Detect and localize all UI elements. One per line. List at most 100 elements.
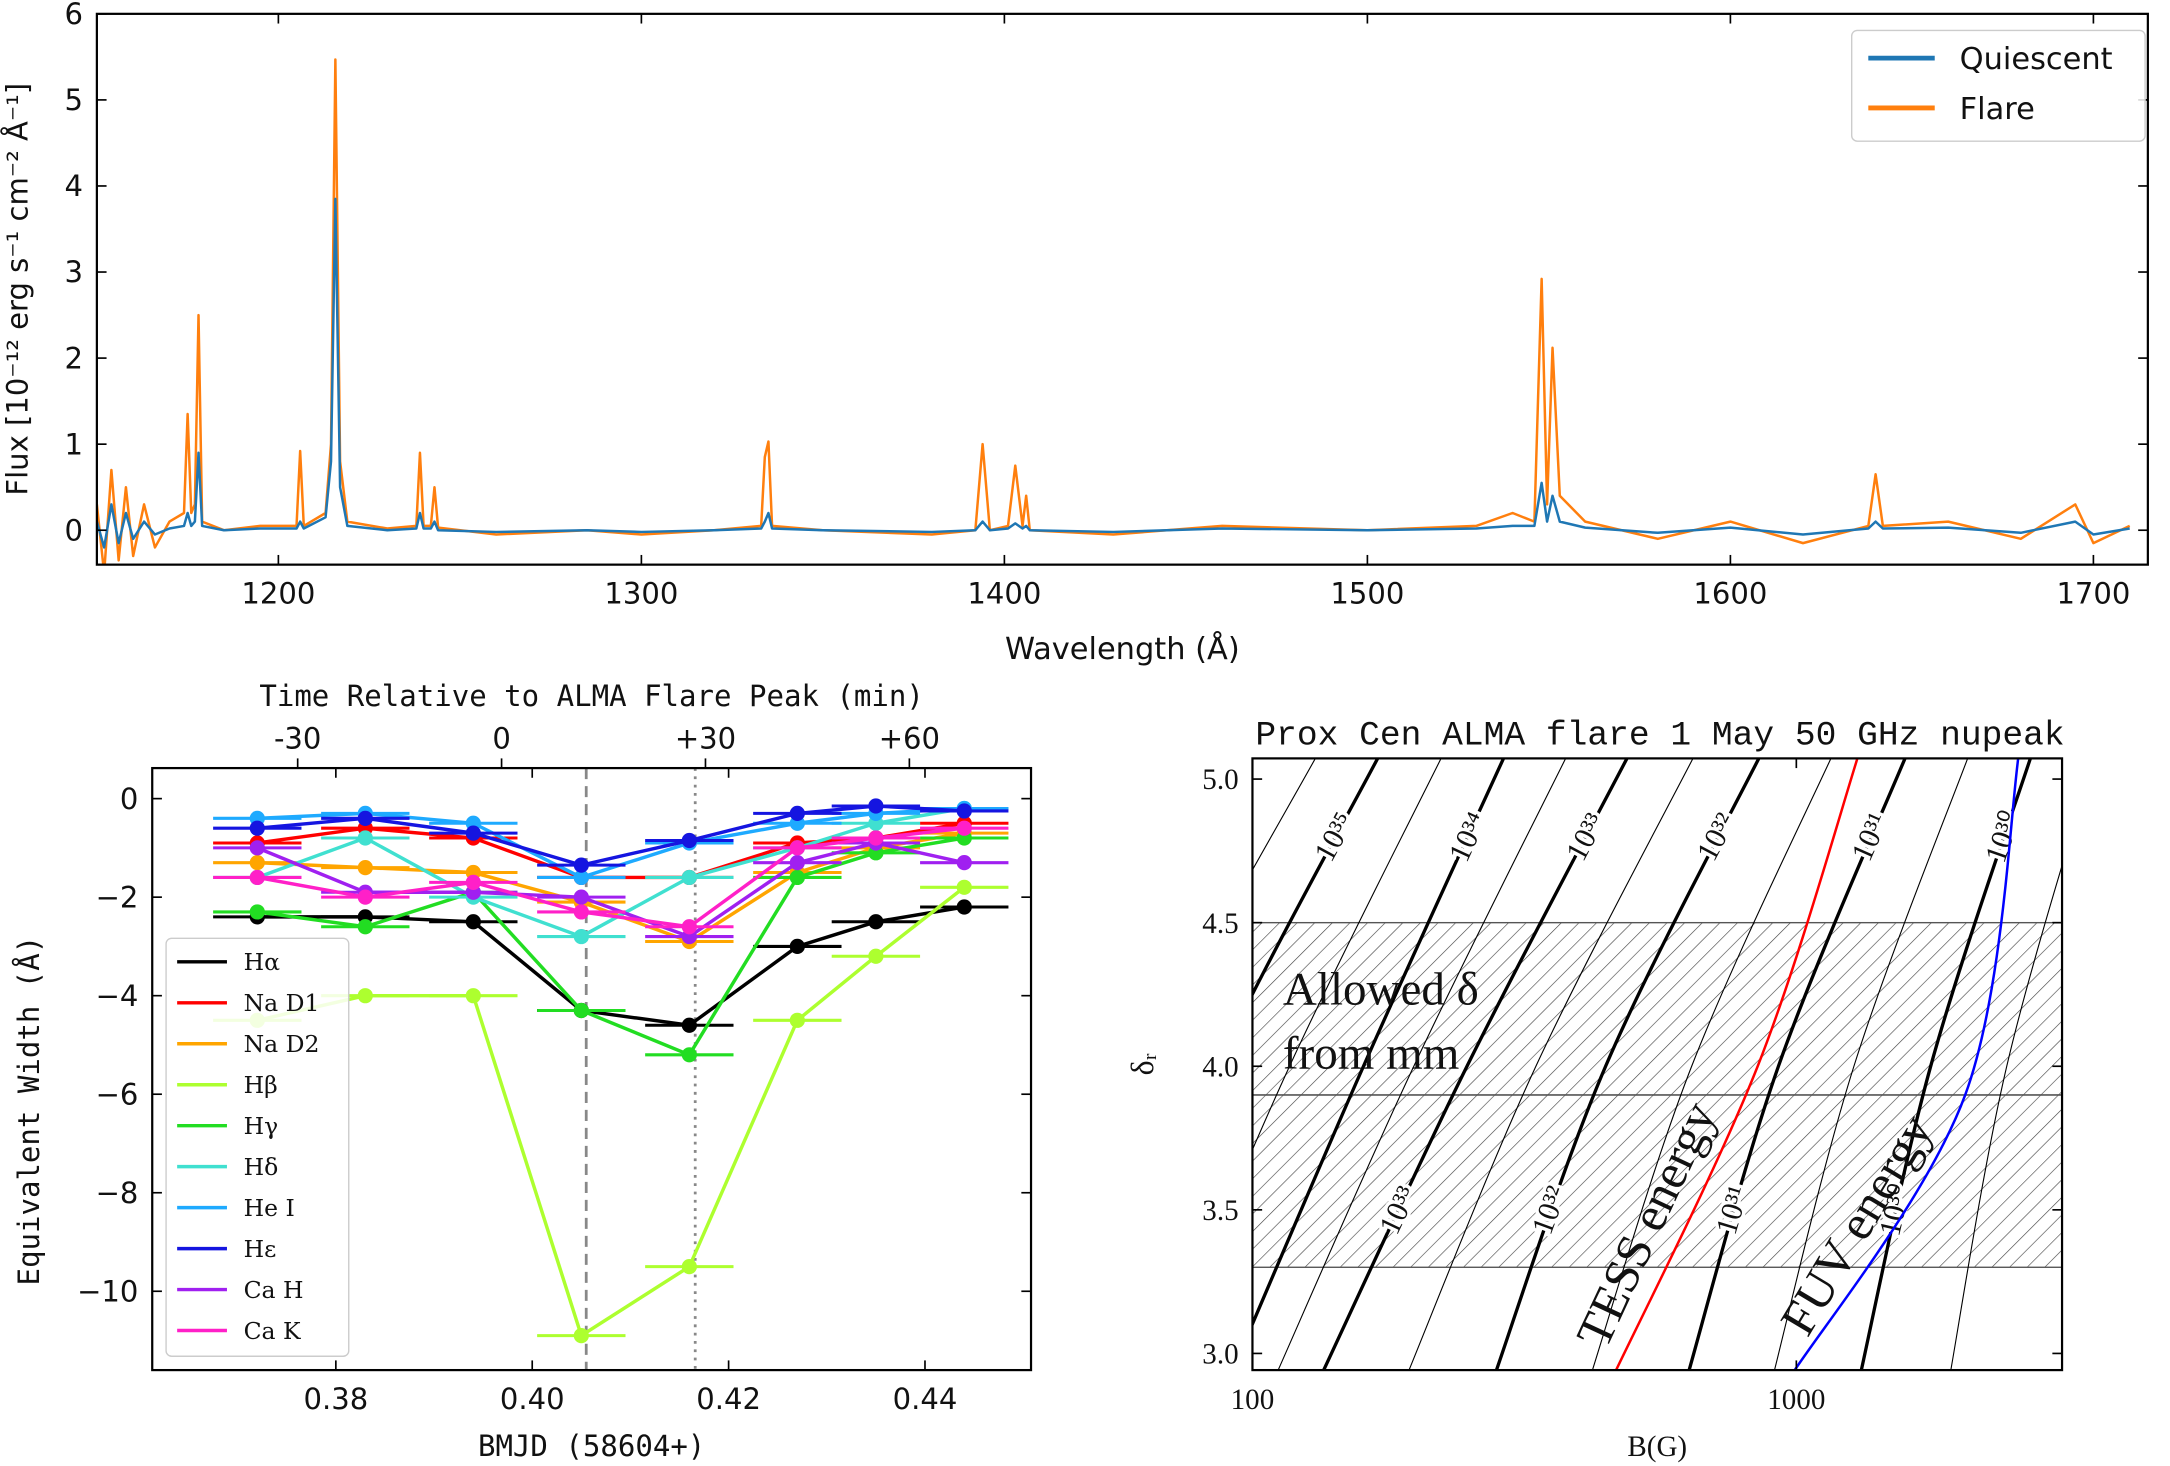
data-point [573,889,589,905]
data-point [789,855,805,871]
contour-label: 10³¹ [1845,808,1896,866]
contour-line [1687,758,1907,1371]
legend-label: Quiescent [1960,42,2113,77]
data-point [249,840,265,856]
plot-area [96,58,2131,565]
plot-frame [95,12,2149,566]
contour-line [1252,758,1317,871]
data-point [681,869,697,886]
data-point [465,874,481,890]
series-line [96,58,2131,565]
legend-label: Ca K [244,1317,301,1345]
contour-line [1277,758,1567,1371]
x-tick-label: 0.42 [696,1382,761,1416]
data-point [956,899,972,915]
data-point [681,919,697,935]
plot-area [213,768,1009,1371]
y-tick-label: 4.0 [1202,1051,1238,1083]
y-tick-label: 0 [120,782,138,816]
data-point [789,840,805,856]
contour-label: 10³² [1690,807,1743,866]
panel-equivalent-width: 0.38 0.40 0.42 0.44 −10 −8 −6 −4 −2 0 -30 0 +30 +60 Ti… [12,679,1033,1463]
contour-label: 10³³ [1559,807,1612,866]
legend-label: He I [244,1194,295,1222]
y-tick-label: −6 [96,1077,139,1111]
legend-label: Hγ [244,1112,279,1140]
data-point [249,904,265,920]
data-point [868,914,884,930]
x-tick-label: 100 [1231,1384,1275,1416]
series-line [256,806,965,939]
chart-title: Prox Cen ALMA flare 1 May 50 GHz nupeak [1255,717,2064,756]
x2-tick-label: +60 [879,722,940,756]
data-point [357,859,373,876]
x-tick-label: 1300 [604,576,678,610]
series-line [256,885,966,1339]
y-tick-label: 4 [65,169,83,203]
contour-line [1321,758,1629,1371]
y-tick-label: 1 [65,427,83,461]
data-point [956,855,972,871]
data-point [789,869,805,886]
x2-tick-label: +30 [675,722,736,756]
y-tick-label: 3 [65,255,83,289]
contour-line [1252,758,1506,1329]
y-tick-label: −4 [96,979,139,1013]
y-tick-label: 2 [65,341,83,375]
data-point [681,1047,697,1063]
data-point [868,830,884,846]
data-point [956,803,972,819]
y-tick-label: 5 [65,83,83,117]
y-axis-label: δᵣ [1125,1053,1160,1075]
x-axis-label: B(G) [1627,1431,1687,1463]
data-point [573,869,589,886]
series-line [257,836,965,1057]
panel-spectrum: 1200 1300 1400 1500 1600 1700 0 1 2 3 4 5 6 Wavelengt… [1,0,2149,667]
x-tick-label: 1500 [1330,576,1404,610]
x-tick-label: 1200 [241,576,315,610]
data-point [357,919,373,935]
data-point [573,928,589,945]
y-tick-label: 3.0 [1202,1339,1238,1371]
plot-frame [1251,757,2064,1372]
x2-axis-label: Time Relative to ALMA Flare Peak (min) [259,679,924,713]
legend: Quiescent Flare [1851,29,2146,142]
legend-label: Ca H [244,1276,304,1304]
legend-label: Na D2 [244,1030,320,1058]
contour-line [1494,758,1761,1371]
data-point [868,948,884,964]
y-axis-label: Equivalent Width (Å) [12,936,46,1286]
x-axis-label: BMJD (58604+) [478,1429,705,1463]
x-tick-label: 0.38 [304,1382,369,1416]
legend-label: Flare [1960,92,2035,127]
legend-label: Hβ [244,1071,278,1099]
x-axis-label: Wavelength (Å) [1005,631,1240,667]
data-point [789,1012,805,1028]
contour-label: 10³⁰ [1978,807,2027,867]
legend-label: Hε [244,1235,277,1263]
data-point [357,988,373,1004]
annotation: Allowed δ [1283,964,1479,1016]
y-tick-label: 6 [65,0,83,31]
energy-curve [1793,758,2020,1371]
data-point [681,1259,697,1275]
y-tick-label: −8 [96,1176,139,1210]
data-point [573,1002,589,1019]
x-tick-label: 1600 [1693,576,1767,610]
y-tick-label: −2 [96,880,139,914]
data-point [573,857,589,873]
series-line [96,197,2130,549]
x-tick-label: 1000 [1767,1384,1825,1416]
data-point [573,904,589,920]
data-point [249,820,265,836]
data-point [868,798,884,814]
contour-line [1591,758,1832,1371]
plot-area: 10³⁵ 10³⁴ 10³³10³³10³²10³²10³¹10³¹10³⁰10³⁰… [1252,758,2063,1371]
data-point [573,1327,589,1344]
contour-line [1408,758,1694,1371]
data-point [465,914,481,930]
x2-tick-label: -30 [274,722,321,756]
legend-label: Hδ [244,1153,279,1181]
data-point [789,805,805,822]
